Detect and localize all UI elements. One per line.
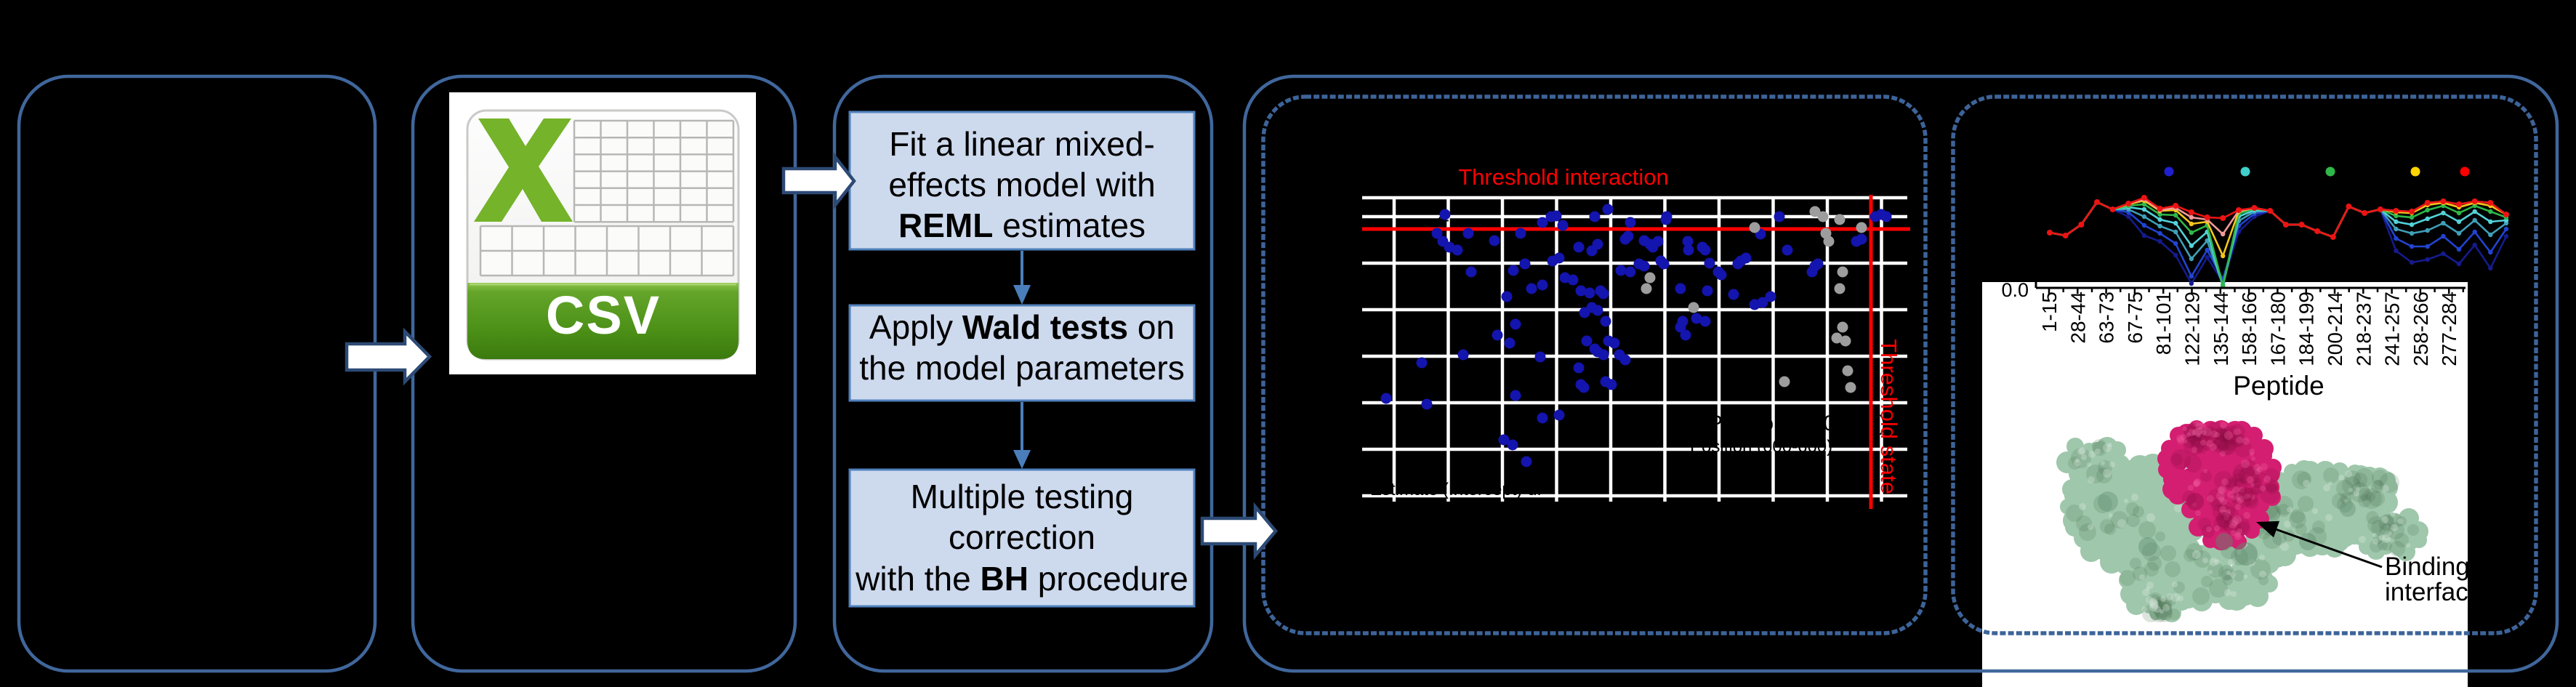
svg-text:63-73: 63-73 bbox=[2096, 292, 2118, 344]
svg-text:167-180: 167-180 bbox=[2266, 292, 2289, 366]
svg-text:Position (600-660): Position (600-660) bbox=[1708, 411, 1886, 435]
svg-text:REML estimates: REML estimates bbox=[898, 206, 1146, 244]
svg-text:the model parameters: the model parameters bbox=[859, 349, 1184, 387]
svg-text:0.0: 0.0 bbox=[2001, 279, 2029, 301]
svg-text:with the BH procedure: with the BH procedure bbox=[855, 560, 1188, 598]
svg-text:Fit a linear mixed-: Fit a linear mixed- bbox=[889, 125, 1155, 163]
svg-text:Estimate (Intercept) df: Estimate (Intercept) df bbox=[1370, 480, 1542, 499]
svg-text:218-237: 218-237 bbox=[2352, 292, 2375, 366]
svg-text:200-214: 200-214 bbox=[2324, 292, 2346, 366]
svg-text:Threshold interaction: Threshold interaction bbox=[1458, 164, 1669, 190]
svg-text:158-166: 158-166 bbox=[2238, 292, 2261, 366]
svg-text:effects model with: effects model with bbox=[888, 166, 1155, 204]
svg-text:277-284: 277-284 bbox=[2438, 292, 2460, 366]
svg-text:Binding: Binding bbox=[2385, 553, 2470, 581]
svg-text:67-75: 67-75 bbox=[2124, 292, 2146, 344]
svg-text:122-129: 122-129 bbox=[2181, 292, 2204, 366]
svg-text:135-144: 135-144 bbox=[2210, 292, 2232, 366]
svg-text:184-199: 184-199 bbox=[2295, 292, 2318, 366]
svg-text:CSV: CSV bbox=[546, 285, 661, 345]
svg-text:Position (600-660): Position (600-660) bbox=[1690, 437, 1832, 457]
svg-text:Peptide: Peptide bbox=[2233, 371, 2325, 401]
svg-text:241-257: 241-257 bbox=[2381, 292, 2404, 366]
svg-text:28-44: 28-44 bbox=[2066, 292, 2089, 344]
svg-text:258-266: 258-266 bbox=[2410, 292, 2432, 366]
svg-text:Threshold state: Threshold state bbox=[1876, 339, 1901, 494]
svg-text:Multiple testing: Multiple testing bbox=[911, 478, 1134, 515]
svg-text:correction: correction bbox=[949, 518, 1095, 556]
svg-text:Apply Wald tests on: Apply Wald tests on bbox=[869, 308, 1175, 346]
svg-text:interface: interface bbox=[2385, 578, 2482, 606]
svg-text:1-15: 1-15 bbox=[2038, 292, 2061, 332]
svg-text:81-101: 81-101 bbox=[2152, 292, 2175, 355]
